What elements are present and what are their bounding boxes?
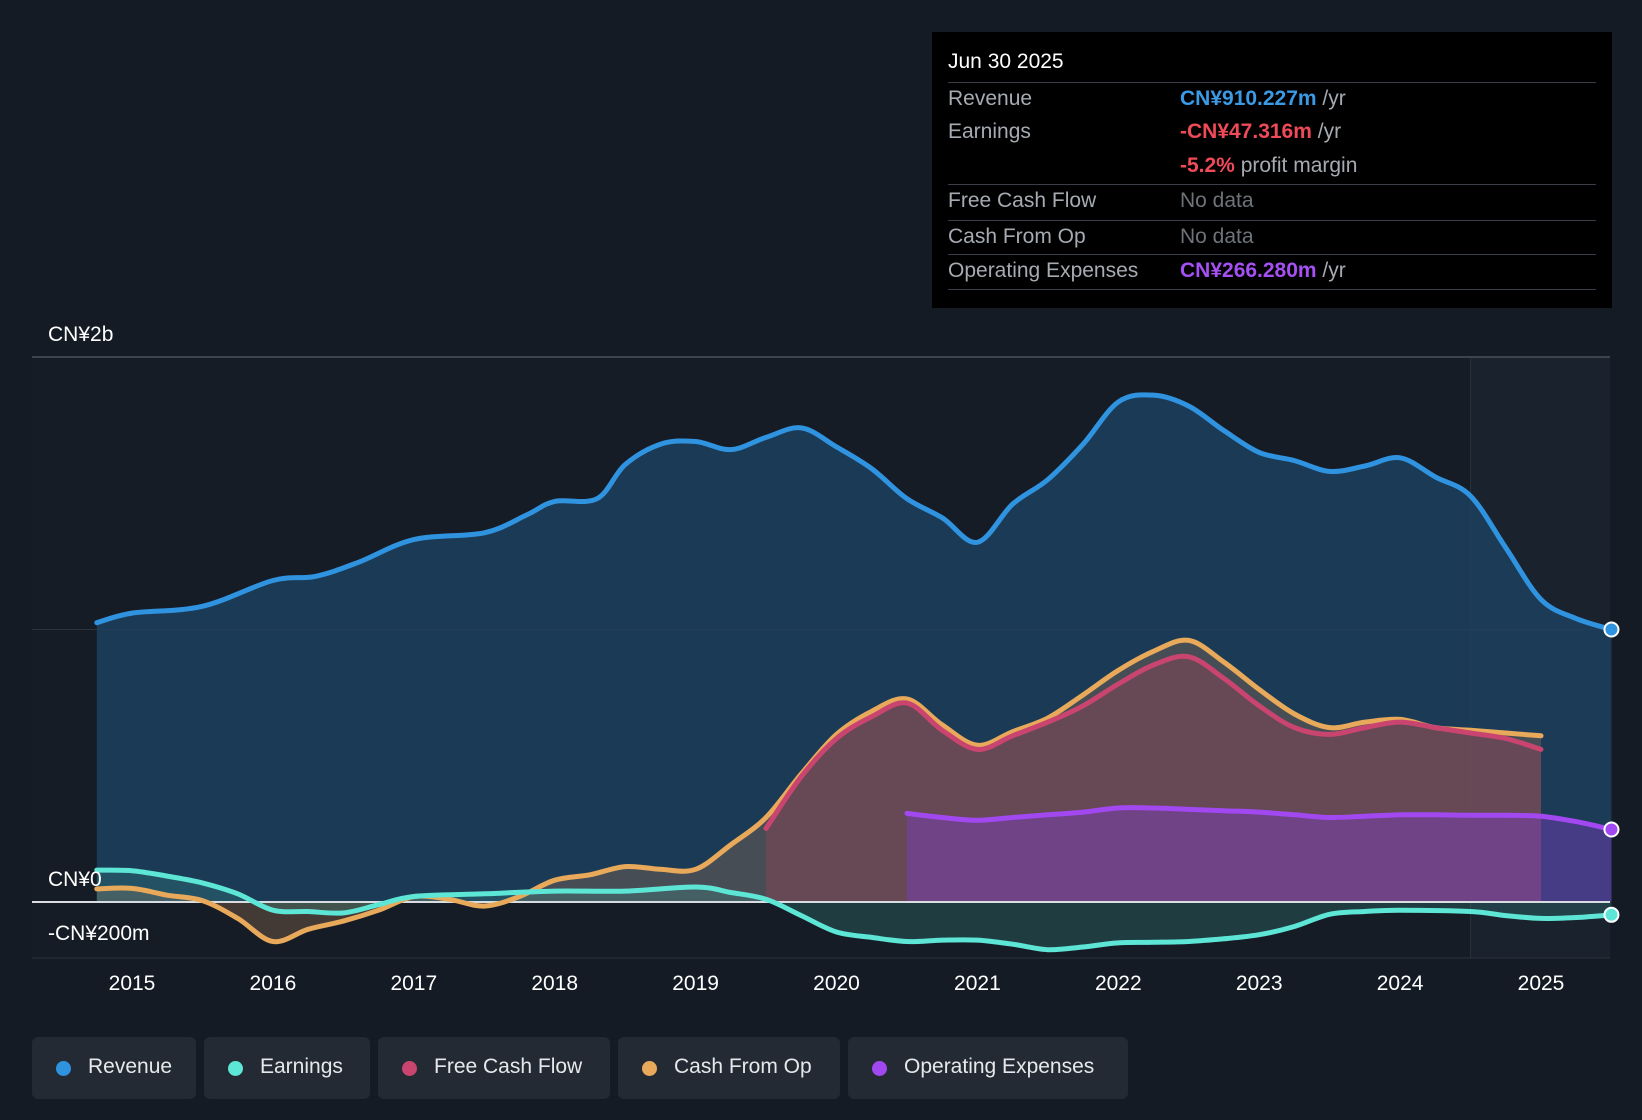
revenue-line (94, 392, 1614, 632)
operating-expenses-area (907, 807, 1612, 902)
operating-expenses-line (904, 805, 1614, 832)
x-axis-label: 2019 (672, 972, 719, 995)
legend-dot-icon (402, 1061, 417, 1076)
free-cash-flow-area (766, 656, 1541, 902)
tooltip-value-margin: -5.2% profit margin (1180, 154, 1358, 177)
legend-cash-from-op[interactable]: Cash From Op (618, 1037, 840, 1099)
legend-label: Earnings (260, 1055, 343, 1078)
legend-operating-expenses[interactable]: Operating Expenses (848, 1037, 1128, 1099)
tooltip-value-revenue: CN¥910.227m /yr (1180, 87, 1346, 110)
tooltip-row-revenue: Revenue CN¥910.227m /yr (948, 82, 1596, 117)
y-axis-label: -CN¥200m (48, 922, 150, 945)
revenue-area (96, 394, 1612, 902)
tooltip-date: Jun 30 2025 (948, 50, 1064, 73)
legend-label: Cash From Op (674, 1055, 812, 1078)
tooltip-value-opex: CN¥266.280m /yr (1180, 259, 1346, 282)
legend-dot-icon (642, 1061, 657, 1076)
legend-earnings[interactable]: Earnings (204, 1037, 370, 1099)
legend-free-cash-flow[interactable]: Free Cash Flow (378, 1037, 610, 1099)
x-axis-label: 2024 (1377, 972, 1424, 995)
x-axis-label: 2017 (390, 972, 437, 995)
free-cash-flow-line (763, 653, 1544, 831)
earnings-area (96, 870, 1612, 950)
earnings-end-point (1603, 906, 1620, 923)
tooltip-row-fcf: Free Cash Flow No data (948, 184, 1596, 219)
x-axis-label: 2016 (250, 972, 297, 995)
x-axis-label: 2020 (813, 972, 860, 995)
legend-revenue[interactable]: Revenue (32, 1037, 196, 1099)
tooltip-row-cfo: Cash From Op No data (948, 220, 1596, 255)
legend-label: Free Cash Flow (434, 1055, 583, 1078)
y-axis-label: CN¥0 (48, 868, 102, 891)
x-axis-label: 2021 (954, 972, 1001, 995)
x-axis-label: 2015 (109, 972, 156, 995)
tooltip-label: Free Cash Flow (948, 189, 1097, 212)
y-axis-label: CN¥2b (48, 323, 113, 346)
tooltip-label: Cash From Op (948, 225, 1086, 248)
legend-label: Revenue (88, 1055, 173, 1078)
tooltip-value-earnings: -CN¥47.316m /yr (1180, 120, 1342, 143)
legend-dot-icon (872, 1061, 887, 1076)
tooltip-label: Earnings (948, 120, 1031, 143)
x-axis-label: 2023 (1236, 972, 1283, 995)
x-axis-label: 2022 (1095, 972, 1142, 995)
legend-label: Operating Expenses (904, 1055, 1095, 1078)
revenue-end-point (1603, 621, 1620, 638)
tooltip-label: Operating Expenses (948, 259, 1139, 282)
earnings-line (94, 867, 1614, 953)
tooltip-row-earnings: Earnings -CN¥47.316m /yr (948, 116, 1596, 150)
tooltip-row-margin: -5.2% profit margin (948, 150, 1596, 184)
tooltip-value-fcf: No data (1180, 189, 1254, 212)
tooltip-label: Revenue (948, 87, 1033, 110)
tooltip-panel: Jun 30 2025 Revenue CN¥910.227m /yr Earn… (932, 32, 1612, 308)
tooltip-value-cfo: No data (1180, 225, 1254, 248)
cash-from-op-area (96, 640, 1541, 942)
x-axis-label: 2018 (531, 972, 578, 995)
x-axis-label: 2025 (1518, 972, 1565, 995)
legend-dot-icon (56, 1061, 71, 1076)
operating-expenses-end-point (1603, 821, 1620, 838)
tooltip-row-opex: Operating Expenses CN¥266.280m /yr (948, 254, 1596, 290)
legend-dot-icon (228, 1061, 243, 1076)
